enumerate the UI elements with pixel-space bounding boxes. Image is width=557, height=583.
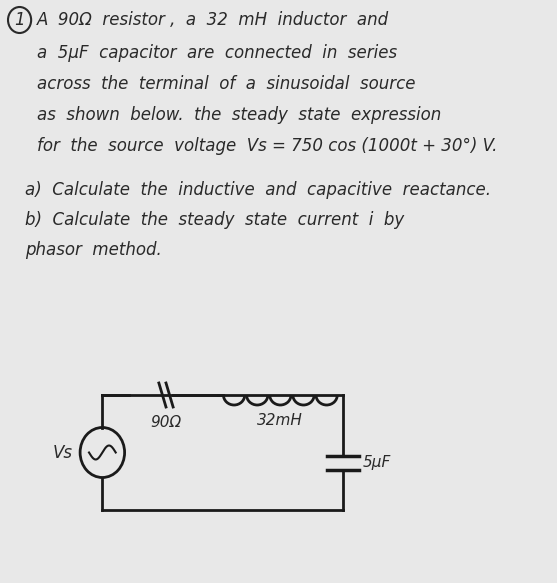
Text: A  90Ω  resistor ,  a  32  mH  inductor  and: A 90Ω resistor , a 32 mH inductor and <box>37 11 389 29</box>
Text: a)  Calculate  the  inductive  and  capacitive  reactance.: a) Calculate the inductive and capacitiv… <box>25 181 491 199</box>
Text: Vs: Vs <box>53 444 73 462</box>
Text: 5μF: 5μF <box>363 455 392 470</box>
Text: for  the  source  voltage  Vs = 750 cos (1000t + 30°) V.: for the source voltage Vs = 750 cos (100… <box>37 137 498 155</box>
Text: 1: 1 <box>14 11 25 29</box>
Text: as  shown  below.  the  steady  state  expression: as shown below. the steady state express… <box>37 106 442 124</box>
Text: 32mH: 32mH <box>257 413 304 428</box>
Text: a  5μF  capacitor  are  connected  in  series: a 5μF capacitor are connected in series <box>37 44 398 62</box>
Text: 90Ω: 90Ω <box>150 415 182 430</box>
Text: phasor  method.: phasor method. <box>25 241 162 259</box>
Text: across  the  terminal  of  a  sinusoidal  source: across the terminal of a sinusoidal sour… <box>37 75 416 93</box>
Text: b)  Calculate  the  steady  state  current  i  by: b) Calculate the steady state current i … <box>25 211 404 229</box>
